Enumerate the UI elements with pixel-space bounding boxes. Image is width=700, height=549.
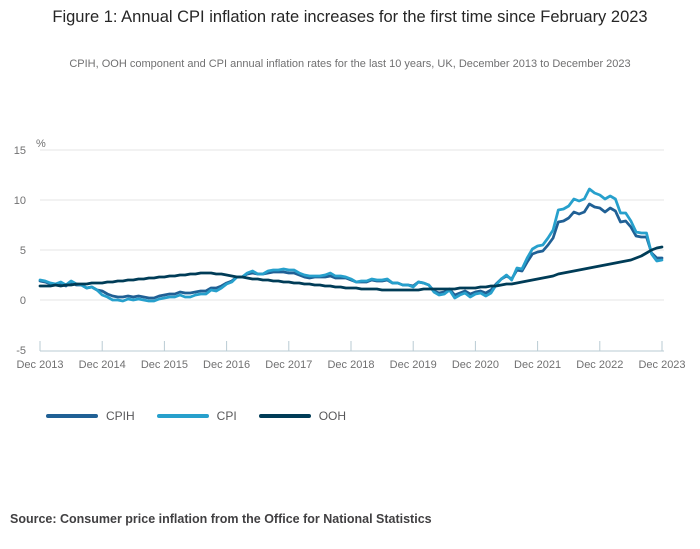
x-axis-tick-label: Dec 2013: [16, 359, 63, 371]
legend-item-cpi[interactable]: CPI: [156, 409, 237, 423]
legend-label-cpi: CPI: [216, 409, 237, 423]
legend-item-ooh[interactable]: OOH: [258, 409, 347, 423]
x-axis-tick-label: Dec 2015: [141, 359, 188, 371]
legend-label-ooh: OOH: [318, 409, 347, 423]
series-line-cpih: [38, 202, 664, 300]
x-axis-tick-label: Dec 2016: [203, 359, 250, 371]
cpi-line-swatch: [156, 414, 209, 418]
figure-subtitle: CPIH, OOH component and CPI annual infla…: [69, 58, 631, 70]
x-axis-tick-label: Dec 2022: [576, 359, 623, 371]
y-axis-tick-label: 5: [20, 245, 26, 257]
y-axis-tick-label: 0: [20, 295, 26, 307]
series-line-cpi: [38, 187, 664, 303]
figure-title: Figure 1: Annual CPI inflation rate incr…: [52, 8, 648, 26]
x-axis-tick-label: Dec 2021: [514, 359, 561, 371]
inflation-line-chart: -5 0 5 10 15% Dec 2013 Dec 2014 Dec 2015 Dec 201…: [14, 138, 686, 371]
legend-label-cpih: CPIH: [106, 409, 135, 423]
series-line-ooh: [38, 245, 664, 292]
x-axis-tick-label: Dec 2020: [452, 359, 499, 371]
y-axis-tick-label: -5: [16, 345, 26, 357]
x-axis-tick-label: Dec 2019: [390, 359, 437, 371]
x-axis-tick-label: Dec 2023: [638, 359, 685, 371]
x-axis-tick-label: Dec 2018: [327, 359, 374, 371]
x-axis-tick-label: Dec 2017: [265, 359, 312, 371]
y-axis-unit-label: %: [36, 138, 46, 150]
legend-item-cpih[interactable]: CPIH: [46, 409, 135, 423]
x-axis-tick-label: Dec 2014: [79, 359, 126, 371]
y-axis-tick-label: 10: [14, 195, 26, 207]
cpih-line-swatch: [46, 414, 98, 418]
ooh-line-swatch: [258, 414, 311, 418]
chart-legend: CPIH CPI OOH: [46, 409, 368, 423]
source-note: Source: Consumer price inflation from th…: [10, 512, 432, 526]
y-axis-tick-label: 15: [14, 145, 26, 157]
